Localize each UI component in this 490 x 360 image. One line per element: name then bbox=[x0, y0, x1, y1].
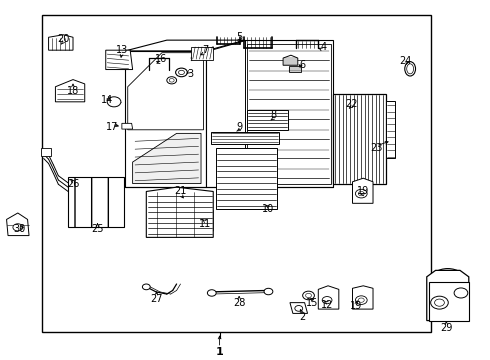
Circle shape bbox=[431, 296, 448, 309]
Polygon shape bbox=[122, 123, 133, 129]
Text: 4: 4 bbox=[320, 42, 326, 52]
Polygon shape bbox=[352, 178, 373, 203]
Text: 6: 6 bbox=[299, 60, 306, 70]
Circle shape bbox=[303, 291, 315, 300]
Circle shape bbox=[322, 297, 332, 304]
Text: 28: 28 bbox=[233, 298, 245, 308]
Polygon shape bbox=[206, 40, 333, 187]
Polygon shape bbox=[318, 286, 339, 309]
Text: 20: 20 bbox=[57, 35, 70, 44]
Circle shape bbox=[358, 192, 364, 196]
Bar bbox=[247, 110, 288, 130]
Text: 1: 1 bbox=[216, 347, 223, 357]
Polygon shape bbox=[6, 213, 29, 235]
Text: 17: 17 bbox=[106, 122, 118, 132]
Circle shape bbox=[295, 306, 303, 311]
Bar bbox=[68, 177, 124, 227]
Polygon shape bbox=[125, 51, 206, 187]
Text: 2: 2 bbox=[299, 312, 306, 322]
Bar bbox=[429, 282, 469, 320]
Polygon shape bbox=[41, 148, 50, 156]
Circle shape bbox=[107, 97, 121, 107]
Text: 27: 27 bbox=[150, 294, 162, 304]
Text: 23: 23 bbox=[370, 143, 382, 153]
Circle shape bbox=[355, 296, 367, 305]
Circle shape bbox=[435, 299, 444, 306]
Circle shape bbox=[454, 288, 468, 298]
Text: 13: 13 bbox=[116, 45, 128, 55]
Polygon shape bbox=[168, 209, 213, 231]
Ellipse shape bbox=[405, 62, 416, 76]
Circle shape bbox=[175, 68, 187, 77]
Circle shape bbox=[264, 288, 273, 295]
Text: 19: 19 bbox=[350, 301, 363, 311]
Text: 22: 22 bbox=[345, 99, 358, 109]
Circle shape bbox=[306, 293, 312, 298]
Text: 29: 29 bbox=[440, 323, 452, 333]
Circle shape bbox=[178, 70, 184, 75]
Circle shape bbox=[355, 189, 367, 198]
Text: 9: 9 bbox=[236, 122, 242, 132]
Polygon shape bbox=[128, 53, 203, 130]
Text: 30: 30 bbox=[13, 225, 25, 234]
Text: 26: 26 bbox=[67, 179, 79, 189]
Text: 16: 16 bbox=[155, 54, 167, 64]
Bar bbox=[191, 46, 213, 59]
Polygon shape bbox=[106, 50, 133, 69]
Text: 10: 10 bbox=[262, 204, 274, 215]
Bar bbox=[42, 15, 431, 332]
Polygon shape bbox=[386, 101, 395, 158]
Text: 5: 5 bbox=[236, 32, 242, 41]
Text: 24: 24 bbox=[399, 56, 412, 66]
Polygon shape bbox=[247, 44, 331, 184]
Circle shape bbox=[13, 224, 23, 231]
Text: 7: 7 bbox=[202, 45, 208, 55]
Polygon shape bbox=[427, 270, 469, 320]
Polygon shape bbox=[55, 80, 85, 102]
Text: 15: 15 bbox=[306, 298, 318, 308]
Circle shape bbox=[358, 298, 364, 302]
Bar bbox=[216, 148, 277, 209]
Bar bbox=[211, 132, 279, 144]
Circle shape bbox=[169, 78, 174, 82]
Bar bbox=[333, 94, 386, 184]
Circle shape bbox=[429, 269, 466, 296]
Polygon shape bbox=[49, 35, 73, 50]
Text: 12: 12 bbox=[321, 300, 333, 310]
Text: 25: 25 bbox=[91, 225, 104, 234]
Circle shape bbox=[167, 77, 176, 84]
Polygon shape bbox=[352, 286, 373, 309]
Text: 14: 14 bbox=[101, 95, 113, 105]
Polygon shape bbox=[147, 187, 213, 237]
Polygon shape bbox=[125, 40, 245, 51]
Text: 11: 11 bbox=[199, 219, 211, 229]
Circle shape bbox=[207, 290, 216, 296]
Polygon shape bbox=[133, 134, 201, 184]
Text: 8: 8 bbox=[270, 111, 276, 121]
Text: 18: 18 bbox=[67, 86, 79, 96]
Circle shape bbox=[143, 284, 150, 290]
Polygon shape bbox=[283, 55, 298, 65]
Polygon shape bbox=[289, 66, 301, 72]
Text: 19: 19 bbox=[357, 186, 369, 197]
Text: 3: 3 bbox=[187, 69, 194, 79]
Text: 21: 21 bbox=[174, 186, 187, 197]
Polygon shape bbox=[290, 303, 308, 314]
Ellipse shape bbox=[407, 64, 414, 74]
